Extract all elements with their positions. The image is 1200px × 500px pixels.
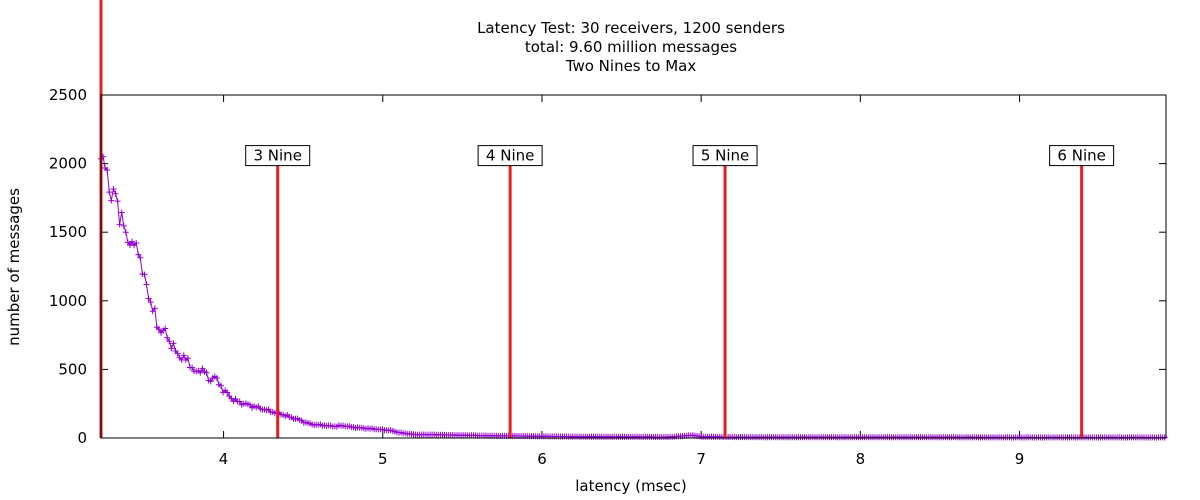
data-point	[224, 389, 231, 396]
data-point	[180, 352, 187, 359]
nine-label-box	[692, 145, 758, 167]
data-point	[147, 299, 154, 306]
data-point	[135, 251, 142, 258]
data-point	[155, 326, 162, 333]
data-point	[133, 240, 140, 246]
data-point	[151, 305, 158, 312]
data-point	[170, 340, 177, 347]
data-point	[236, 398, 243, 405]
data-point	[112, 190, 119, 197]
y-tick-label: 1500	[49, 223, 87, 241]
nine-label: 4 Nine	[486, 147, 534, 165]
nine-label: 3 Nine	[253, 147, 301, 165]
data-point	[189, 364, 196, 371]
y-tick-label: 1000	[49, 292, 87, 310]
nine-label: 5 Nine	[701, 147, 749, 165]
data-point	[108, 197, 115, 204]
data-point	[145, 295, 152, 302]
data-point	[184, 355, 191, 362]
data-point	[122, 229, 129, 236]
nine-label-box	[1049, 145, 1115, 167]
data-point	[166, 338, 173, 345]
x-tick-label: 9	[1015, 450, 1025, 468]
data-point	[137, 254, 144, 261]
x-axis-label: latency (msec)	[575, 477, 686, 495]
data-point	[141, 271, 148, 278]
series-layer	[98, 153, 1168, 441]
data-point	[129, 238, 135, 245]
data-point	[168, 345, 175, 352]
data-point	[199, 365, 206, 372]
x-tick-label: 8	[856, 450, 866, 468]
data-point	[162, 325, 169, 332]
data-point	[218, 382, 224, 389]
data-point	[120, 222, 127, 229]
data-point	[197, 369, 204, 376]
data-point	[213, 375, 220, 382]
chart-title-line-2: total: 9.60 million messages	[525, 38, 737, 56]
x-tick-label: 4	[219, 450, 229, 468]
x-tick-label: 5	[378, 450, 388, 468]
nine-label-box	[245, 145, 311, 167]
data-point	[247, 401, 253, 408]
data-point	[110, 186, 117, 192]
data-point	[174, 350, 181, 357]
y-tick-label: 2500	[49, 86, 87, 104]
y-tick-label: 0	[77, 429, 87, 447]
data-point	[143, 281, 150, 288]
y-tick-label: 2000	[49, 155, 87, 173]
x-tick-label: 7	[696, 450, 706, 468]
axis-ticks: 0 500 1000 1500 2000 2500 4 5 6 7 8 9	[49, 86, 1166, 468]
chart-title-line-1: Latency Test: 30 receivers, 1200 senders	[477, 19, 785, 37]
data-point	[116, 221, 123, 228]
nine-label: 6 Nine	[1057, 147, 1105, 165]
data-point	[207, 378, 214, 385]
chart-title: Latency Test: 30 receivers, 1200 senders…	[477, 19, 785, 75]
x-tick-label: 6	[537, 450, 547, 468]
plot-frame	[100, 94, 1167, 439]
data-point	[114, 198, 121, 205]
data-point	[106, 189, 113, 196]
y-axis-label: number of messages	[5, 188, 23, 346]
data-point	[104, 167, 111, 173]
y-tick-label: 500	[58, 360, 87, 378]
nine-label-box	[477, 145, 543, 167]
data-point	[164, 334, 171, 341]
chart-title-line-3: Two Nines to Max	[565, 57, 697, 75]
data-point	[203, 369, 210, 376]
series-line	[100, 155, 1165, 439]
nine-markers: 3 Nine 4 Nine 5 Nine 6 Nine	[99, 0, 1115, 438]
data-point	[118, 209, 125, 216]
